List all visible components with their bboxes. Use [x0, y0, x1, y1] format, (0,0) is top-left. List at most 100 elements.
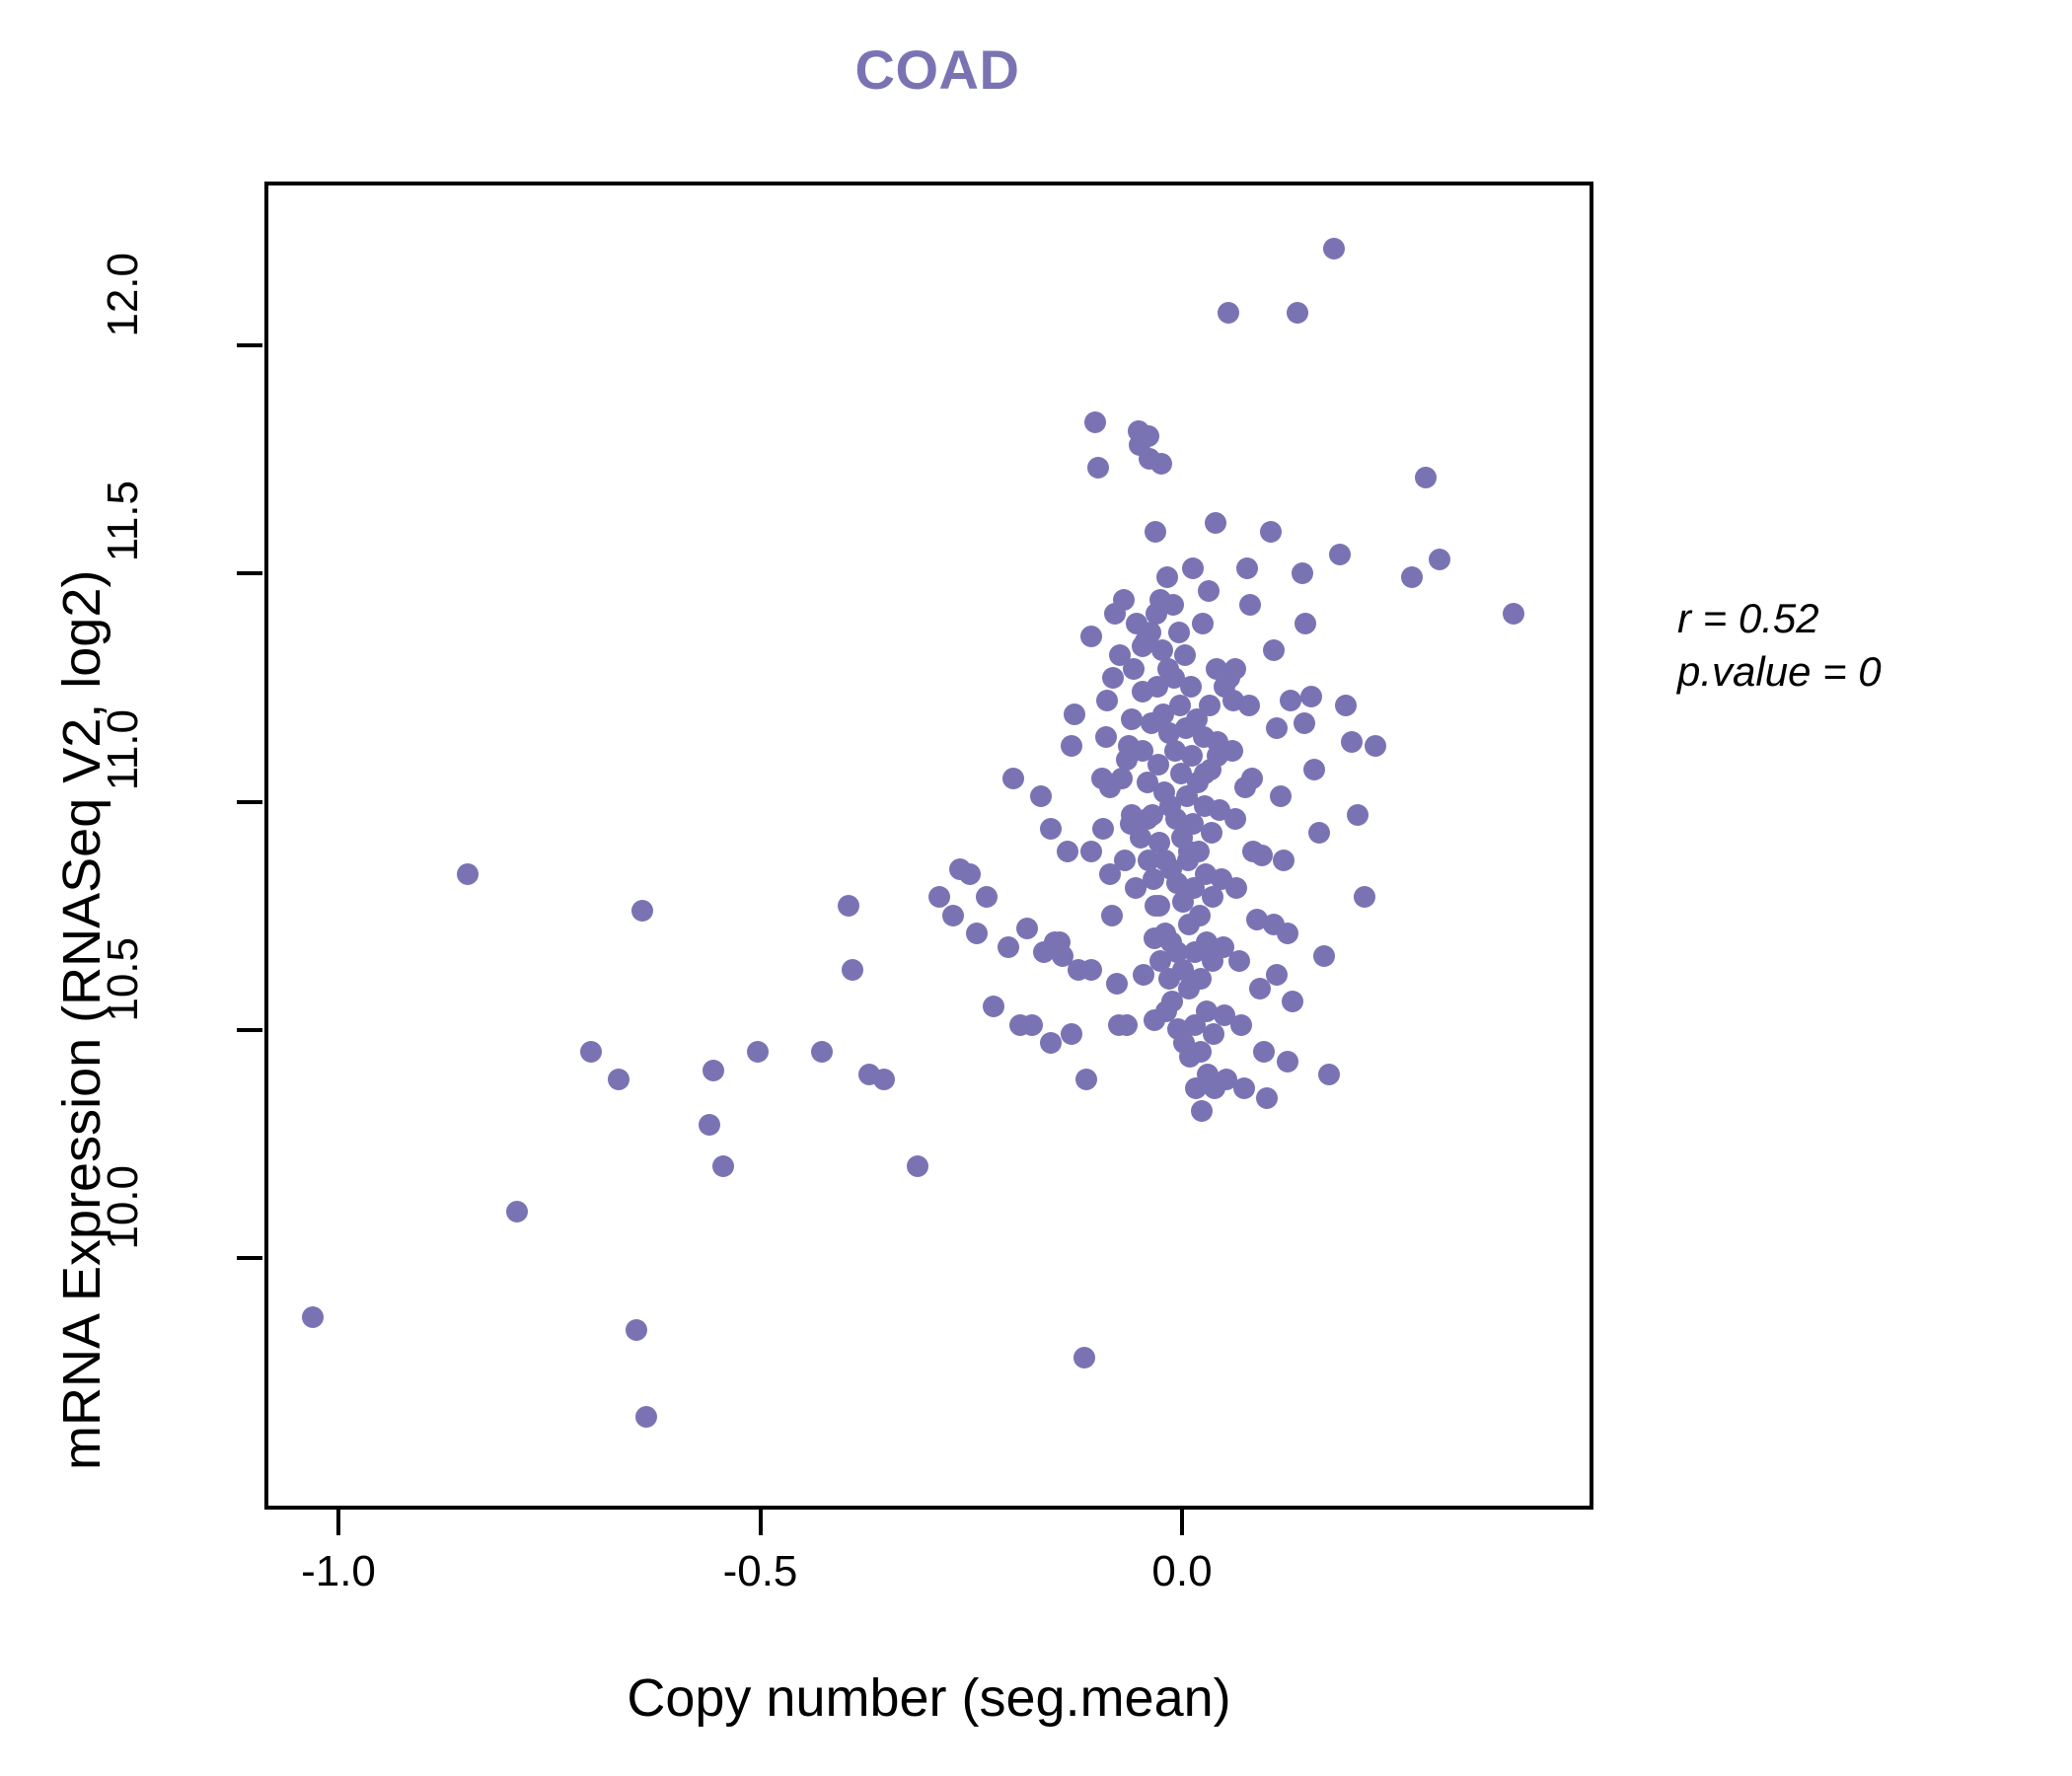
scatter-point — [1131, 634, 1153, 657]
scatter-point — [1029, 785, 1052, 808]
scatter-point — [1276, 1050, 1298, 1073]
scatter-point — [1142, 867, 1164, 890]
scatter-point — [1087, 457, 1110, 480]
scatter-point — [1180, 744, 1203, 767]
scatter-point — [1323, 238, 1346, 260]
scatter-point — [1163, 667, 1186, 689]
scatter-point — [1181, 813, 1204, 835]
scatter-point — [1149, 589, 1172, 612]
scatter-point — [1249, 977, 1272, 999]
scatter-point — [1146, 676, 1168, 699]
scatter-point — [580, 1041, 603, 1064]
scatter-point — [1269, 785, 1292, 808]
x-tick-mark — [758, 1510, 763, 1535]
x-tick-label: -1.0 — [301, 1547, 376, 1595]
scatter-point — [1214, 1004, 1236, 1027]
scatter-point — [1064, 703, 1086, 725]
scatter-point — [1040, 817, 1063, 840]
scatter-point — [1364, 735, 1386, 758]
scatter-point — [1192, 612, 1215, 634]
p-value: p.value = 0 — [1677, 647, 1882, 695]
scatter-point — [810, 1041, 833, 1064]
scatter-point — [1291, 561, 1313, 584]
scatter-point — [942, 904, 965, 926]
scatter-point — [1178, 840, 1201, 862]
y-tick-label: 12.0 — [99, 253, 147, 337]
scatter-point — [1227, 949, 1250, 972]
y-tick-mark — [237, 1027, 262, 1032]
scatter-point — [959, 862, 982, 885]
scatter-points-layer — [268, 185, 1590, 1506]
scatter-point — [1232, 1077, 1255, 1100]
correlation-value: r = 0.52 — [1677, 595, 1819, 641]
scatter-point — [1147, 753, 1169, 776]
scatter-point — [1328, 544, 1351, 566]
scatter-point — [712, 1154, 735, 1177]
scatter-point — [1121, 707, 1144, 730]
scatter-point — [1052, 945, 1074, 968]
scatter-point — [1102, 667, 1125, 689]
scatter-point — [1080, 840, 1103, 862]
scatter-point — [1188, 904, 1211, 926]
scatter-point — [1262, 639, 1285, 662]
scatter-point — [1266, 716, 1289, 739]
scatter-point — [1225, 876, 1248, 899]
scatter-point — [1223, 808, 1246, 831]
scatter-point — [1401, 566, 1424, 589]
scatter-point — [1347, 803, 1369, 826]
scatter-point — [1114, 850, 1137, 871]
scatter-point — [1198, 694, 1221, 716]
scatter-point — [1281, 991, 1303, 1013]
y-tick-mark — [237, 1256, 262, 1260]
scatter-point — [907, 1154, 929, 1177]
scatter-point — [1235, 557, 1258, 579]
x-tick-label: -0.5 — [722, 1547, 798, 1595]
scatter-point — [1259, 521, 1282, 543]
y-tick-label: 10.0 — [99, 1165, 147, 1250]
scatter-point — [1191, 1100, 1214, 1123]
scatter-point — [1428, 548, 1450, 570]
scatter-point — [1124, 876, 1147, 899]
scatter-point — [1180, 676, 1203, 699]
scatter-point — [456, 862, 479, 885]
scatter-point — [1295, 612, 1317, 634]
scatter-point — [634, 1406, 657, 1429]
x-tick-mark — [1180, 1510, 1184, 1535]
y-tick-label: 11.5 — [99, 481, 147, 562]
scatter-point — [1164, 808, 1187, 831]
plot-area — [264, 182, 1593, 1510]
scatter-point — [505, 1201, 528, 1223]
y-tick-mark — [237, 343, 262, 347]
scatter-point — [1223, 657, 1246, 680]
scatter-point — [1273, 850, 1295, 871]
scatter-point — [1174, 643, 1197, 666]
scatter-point — [1168, 621, 1191, 643]
x-axis-label: Copy number (seg.mean) — [627, 1668, 1231, 1728]
scatter-point — [1147, 831, 1170, 853]
scatter-point — [1318, 1064, 1341, 1086]
scatter-point — [1099, 777, 1122, 798]
scatter-point — [1151, 703, 1174, 725]
scatter-point — [1252, 1041, 1275, 1064]
scatter-point — [928, 886, 951, 908]
scatter-point — [1112, 589, 1135, 612]
scatter-point — [1151, 639, 1174, 662]
scatter-point — [1095, 690, 1118, 712]
scatter-point — [1198, 580, 1221, 603]
scatter-point — [1145, 521, 1167, 543]
scatter-point — [1138, 424, 1160, 447]
scatter-point — [1221, 690, 1244, 712]
scatter-point — [1099, 862, 1122, 885]
scatter-point — [1080, 959, 1103, 981]
scatter-point — [1195, 931, 1218, 954]
scatter-point — [1073, 1347, 1096, 1369]
scatter-point — [1302, 758, 1325, 780]
scatter-point — [1157, 968, 1180, 991]
scatter-point — [1020, 1013, 1043, 1036]
scatter-point — [630, 899, 653, 922]
scatter-point — [1163, 740, 1186, 762]
scatter-point — [1149, 949, 1172, 972]
scatter-point — [965, 923, 988, 944]
scatter-point — [976, 886, 999, 908]
